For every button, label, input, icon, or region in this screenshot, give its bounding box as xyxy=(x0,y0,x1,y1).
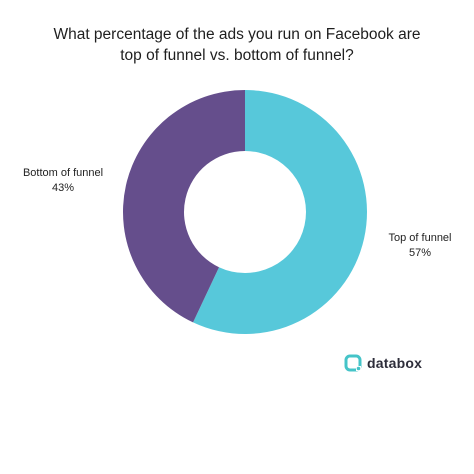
slice-label-top-of-funnel-value: 57% xyxy=(408,247,432,259)
databox-logo-icon xyxy=(344,354,362,372)
slice-label-top-of-funnel-name: Top of funnel xyxy=(388,232,452,244)
chart-title-line-1: What percentage of the ads you run on Fa… xyxy=(53,26,421,43)
brand-logo: databox xyxy=(344,352,422,374)
donut-slice-bottom-of-funnel xyxy=(123,90,245,323)
slice-label-top-of-funnel: Top of funnel 57% xyxy=(370,231,470,261)
brand-name: databox xyxy=(367,355,423,371)
slice-label-bottom-of-funnel: Bottom of funnel 43% xyxy=(12,166,114,196)
slice-label-bottom-of-funnel-name: Bottom of funnel xyxy=(22,167,104,179)
chart-title: What percentage of the ads you run on Fa… xyxy=(0,24,474,66)
chart-title-line-2: top of funnel vs. bottom of funnel? xyxy=(120,47,354,64)
slice-label-bottom-of-funnel-value: 43% xyxy=(51,182,75,194)
donut-slice-top-of-funnel xyxy=(193,90,368,335)
